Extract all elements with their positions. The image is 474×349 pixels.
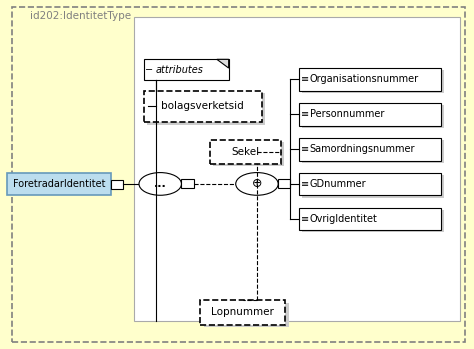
FancyBboxPatch shape: [278, 179, 291, 188]
Text: Sekel: Sekel: [231, 147, 259, 157]
FancyBboxPatch shape: [302, 210, 444, 232]
Text: ForetradarIdentitet: ForetradarIdentitet: [12, 179, 105, 189]
FancyBboxPatch shape: [7, 173, 111, 195]
Text: −: −: [146, 65, 154, 75]
FancyBboxPatch shape: [300, 68, 441, 91]
FancyBboxPatch shape: [201, 300, 285, 325]
Text: Samordningsnummer: Samordningsnummer: [310, 144, 415, 154]
Text: ≡: ≡: [301, 144, 309, 154]
FancyBboxPatch shape: [300, 208, 441, 230]
FancyBboxPatch shape: [300, 138, 441, 161]
FancyBboxPatch shape: [300, 103, 441, 126]
FancyBboxPatch shape: [210, 140, 281, 164]
Text: ≡: ≡: [301, 179, 309, 189]
FancyBboxPatch shape: [302, 140, 444, 163]
Text: ⊕: ⊕: [252, 177, 262, 191]
FancyBboxPatch shape: [11, 7, 465, 342]
Text: ≡: ≡: [301, 214, 309, 224]
FancyBboxPatch shape: [134, 17, 460, 321]
Text: bolagsverketsid: bolagsverketsid: [161, 102, 244, 111]
FancyBboxPatch shape: [204, 303, 289, 327]
Text: ≡: ≡: [301, 109, 309, 119]
FancyBboxPatch shape: [144, 91, 262, 122]
FancyBboxPatch shape: [147, 93, 265, 125]
Text: OvrigIdentitet: OvrigIdentitet: [310, 214, 378, 224]
Text: Organisationsnummer: Organisationsnummer: [310, 74, 419, 84]
FancyBboxPatch shape: [213, 142, 284, 166]
Polygon shape: [217, 59, 228, 68]
Text: GDnummer: GDnummer: [310, 179, 366, 189]
Text: Personnummer: Personnummer: [310, 109, 384, 119]
Text: ...: ...: [154, 179, 166, 189]
FancyBboxPatch shape: [300, 173, 441, 195]
Ellipse shape: [236, 173, 278, 195]
FancyBboxPatch shape: [302, 70, 444, 93]
FancyBboxPatch shape: [302, 105, 444, 128]
FancyBboxPatch shape: [182, 179, 194, 188]
Text: id202:IdentitetType: id202:IdentitetType: [30, 11, 132, 21]
Text: Lopnummer: Lopnummer: [211, 307, 274, 317]
Text: ≡: ≡: [301, 74, 309, 84]
Ellipse shape: [139, 173, 182, 195]
FancyBboxPatch shape: [302, 175, 444, 198]
Text: attributes: attributes: [155, 65, 203, 75]
FancyBboxPatch shape: [144, 59, 228, 80]
FancyBboxPatch shape: [111, 179, 123, 188]
